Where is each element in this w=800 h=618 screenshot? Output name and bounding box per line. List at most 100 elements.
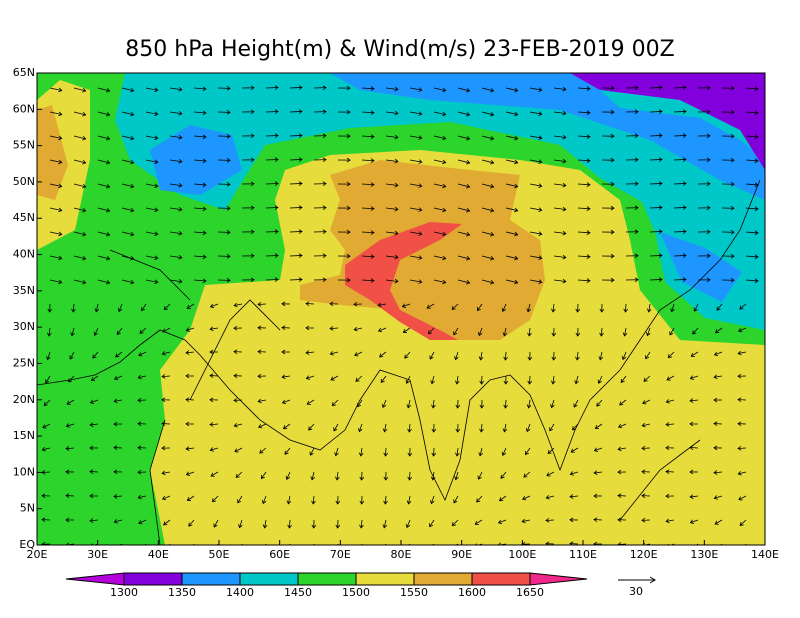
wind-arrow — [49, 159, 63, 165]
wind-arrow — [409, 255, 423, 260]
wind-arrow — [697, 277, 711, 283]
x-tick-label: 60E — [269, 548, 290, 561]
wind-arrow — [49, 207, 63, 213]
wind-arrow — [385, 206, 399, 212]
wind-arrow — [617, 423, 627, 429]
wind-arrow — [645, 351, 651, 360]
wind-arrow — [689, 398, 699, 403]
region-1400 — [330, 73, 765, 200]
wind-arrow — [649, 181, 663, 186]
wind-arrow — [137, 374, 147, 380]
wind-arrow — [115, 351, 123, 358]
wind-arrow — [429, 351, 435, 360]
wind-arrow — [457, 279, 471, 285]
wind-arrow — [284, 447, 291, 455]
wind-arrow — [335, 519, 341, 529]
wind-arrow — [217, 181, 231, 187]
wind-arrow — [593, 541, 603, 545]
wind-arrow — [241, 109, 255, 115]
wind-arrow — [97, 279, 111, 285]
wind-arrow — [385, 158, 399, 164]
wind-arrow — [185, 327, 195, 332]
wind-arrow — [738, 327, 747, 333]
wind-arrow — [601, 253, 615, 259]
wind-arrow — [310, 471, 315, 481]
wind-arrow — [545, 517, 555, 523]
wind-arrow — [161, 495, 171, 501]
wind-arrow — [41, 541, 51, 545]
wind-arrow — [505, 279, 519, 285]
wind-arrow — [257, 398, 267, 404]
wind-arrow — [713, 421, 723, 427]
wind-arrow — [169, 231, 183, 236]
wind-arrow — [697, 205, 711, 211]
wind-arrow — [285, 471, 291, 480]
wind-arrow — [577, 254, 591, 259]
wind-arrow — [673, 277, 687, 282]
wind-arrow — [97, 183, 111, 189]
wind-arrow — [145, 183, 159, 189]
region-1650 — [345, 222, 462, 340]
wind-arrow — [68, 375, 75, 383]
wind-arrow — [713, 397, 723, 403]
wind-arrow — [673, 229, 687, 234]
wind-arrow — [92, 351, 99, 359]
wind-arrow — [241, 205, 255, 211]
wind-arrow — [265, 229, 279, 234]
wind-arrow — [145, 231, 159, 237]
wind-arrow — [138, 519, 147, 525]
wind-arrow — [289, 277, 303, 282]
y-tick-label: 35N — [13, 284, 35, 297]
wind-arrow — [713, 351, 723, 357]
wind-arrow — [361, 86, 375, 91]
wind-arrow — [137, 397, 147, 403]
wind-arrow — [745, 230, 759, 236]
wind-arrow — [481, 231, 495, 237]
wind-arrow — [385, 134, 399, 140]
y-tick-label: 55N — [13, 139, 35, 152]
wind-arrow — [289, 229, 303, 234]
wind-arrow — [546, 471, 555, 477]
wind-arrow — [383, 447, 388, 457]
wind-arrow — [505, 183, 519, 189]
wind-arrow — [358, 423, 363, 433]
wind-arrow — [313, 205, 327, 211]
x-tick-label: 90E — [451, 548, 472, 561]
wind-arrow — [186, 495, 195, 501]
wind-arrow — [305, 301, 315, 307]
colorbar-label: 1350 — [168, 586, 196, 599]
wind-arrow — [407, 447, 413, 457]
wind-arrow — [69, 351, 75, 360]
wind-arrow — [409, 231, 423, 236]
wind-arrow — [596, 399, 603, 407]
wind-arrow — [210, 471, 219, 477]
wind-arrow — [97, 111, 111, 117]
wind-arrow — [529, 87, 543, 92]
title: 850 hPa Height(m) & Wind(m/s) 23-FEB-201… — [125, 37, 674, 62]
wind-arrow — [259, 447, 267, 454]
wind-arrow — [217, 277, 231, 283]
wind-arrow — [265, 253, 279, 258]
wind-arrow — [161, 421, 171, 427]
x-tick-label: 120E — [630, 548, 658, 561]
wind-arrow — [673, 157, 687, 162]
wind-arrow — [721, 277, 735, 283]
wind-arrow — [145, 87, 159, 93]
wind-arrow — [529, 183, 543, 188]
wind-arrow — [169, 183, 183, 188]
wind-arrow — [265, 85, 279, 90]
wind-arrow — [455, 423, 461, 433]
wind-arrow — [405, 375, 411, 384]
wind-arrow — [622, 327, 628, 337]
wind-arrow — [361, 230, 375, 235]
wind-arrow — [553, 86, 567, 92]
wind-arrow — [265, 181, 279, 186]
wind-arrow — [481, 279, 495, 285]
wind-arrow — [545, 541, 555, 545]
wind-arrow — [598, 351, 604, 361]
wind-arrow — [689, 421, 699, 427]
wind-arrow — [209, 447, 219, 452]
wind-arrow — [193, 110, 207, 116]
wind-arrow — [476, 303, 483, 312]
x-tick-label: 100E — [508, 548, 536, 561]
